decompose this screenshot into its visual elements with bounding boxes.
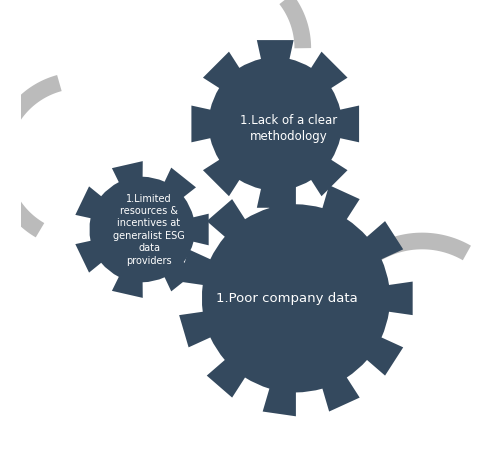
Polygon shape xyxy=(179,180,412,416)
Text: 1.Limited
resources &
incentives at
generalist ESG
data
providers: 1.Limited resources & incentives at gene… xyxy=(113,194,185,265)
Text: 1.Poor company data: 1.Poor company data xyxy=(216,292,358,305)
Polygon shape xyxy=(192,40,359,208)
Text: 1.Lack of a clear
methodology: 1.Lack of a clear methodology xyxy=(240,114,338,143)
Polygon shape xyxy=(76,161,208,298)
